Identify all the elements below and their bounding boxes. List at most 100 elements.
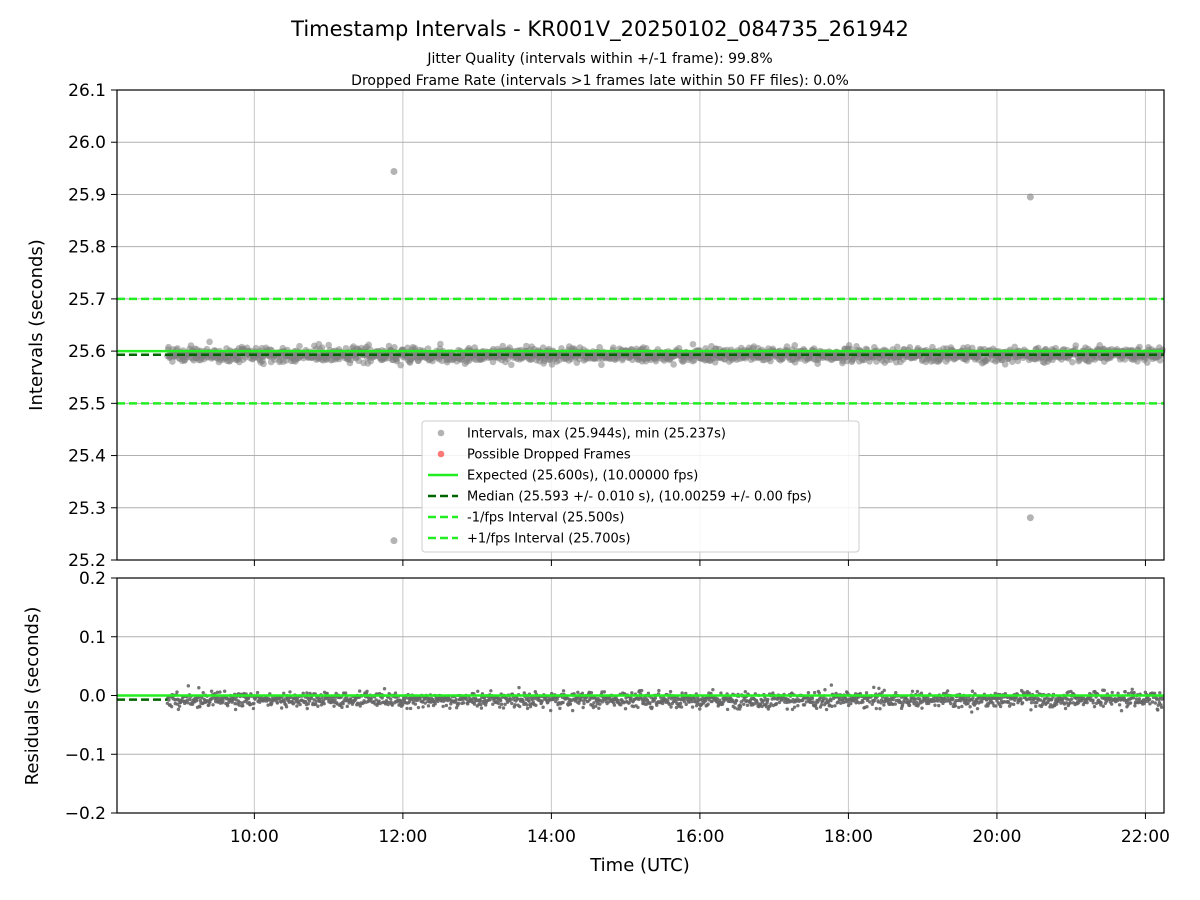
residual-point (345, 704, 349, 709)
residual-point (660, 701, 665, 706)
residual-point (680, 691, 684, 695)
residual-point (971, 696, 975, 700)
residual-point (508, 697, 513, 701)
residual-point (602, 690, 607, 694)
residual-point (1153, 701, 1157, 705)
residual-point (279, 706, 284, 710)
residual-point (579, 698, 583, 702)
residual-point (663, 697, 667, 701)
interval-point (1052, 344, 1060, 352)
residual-point (849, 701, 853, 706)
residual-point (1068, 701, 1073, 705)
residual-point (218, 690, 222, 694)
residual-point (177, 704, 182, 708)
residual-point (600, 690, 604, 694)
residual-point (766, 697, 770, 702)
residual-point (957, 705, 961, 710)
residual-point (893, 702, 897, 706)
residual-point (653, 696, 658, 700)
intervals-y-tick-label: 25.7 (68, 290, 106, 310)
residual-point (251, 706, 256, 711)
residual-point (237, 703, 241, 707)
residual-point (461, 701, 466, 705)
residuals-y-tick-label: −0.2 (65, 804, 106, 824)
residual-point (589, 691, 594, 695)
residual-point (833, 704, 837, 708)
residual-point (197, 686, 201, 690)
residual-point (598, 702, 602, 706)
residual-point (1029, 700, 1034, 705)
residual-point (810, 696, 815, 701)
residual-point (1158, 691, 1162, 695)
residual-point (1085, 700, 1089, 705)
intervals-y-tick-label: 26.1 (68, 81, 106, 101)
residual-point (597, 706, 601, 710)
residual-point (378, 701, 382, 706)
residual-point (176, 707, 181, 712)
residual-point (1159, 705, 1164, 709)
residual-point (534, 703, 538, 707)
residual-point (630, 691, 634, 695)
residual-point (823, 688, 827, 692)
interval-point (296, 342, 303, 350)
residual-point (482, 696, 487, 700)
residual-point (733, 706, 737, 710)
residual-point (802, 703, 807, 707)
residual-point (460, 697, 465, 702)
residual-point (682, 699, 687, 704)
residual-point (390, 703, 394, 707)
residual-point (706, 702, 710, 706)
residual-point (907, 703, 912, 708)
interval-point (894, 343, 901, 351)
residual-point (568, 702, 573, 706)
residual-point (400, 699, 404, 703)
residual-point (999, 696, 1003, 700)
residual-point (332, 704, 336, 708)
residual-point (668, 689, 673, 694)
residual-point (666, 698, 670, 702)
residual-point (266, 703, 270, 707)
residual-point (789, 699, 793, 704)
residual-point (652, 699, 656, 703)
residual-point (829, 698, 833, 703)
residual-point (198, 698, 203, 703)
residual-point (872, 685, 876, 690)
residual-point (1156, 703, 1160, 707)
residual-point (340, 705, 344, 710)
residual-point (1160, 697, 1164, 701)
residual-point (777, 700, 782, 705)
residuals-y-tick-label: −0.1 (65, 745, 106, 765)
residual-point (476, 689, 480, 694)
residual-point (198, 705, 202, 709)
residual-point (593, 704, 598, 708)
residual-point (927, 701, 931, 706)
residual-point (846, 700, 850, 704)
intervals-x-ticks (253, 560, 1146, 566)
residual-point (306, 702, 311, 706)
residual-point (518, 704, 522, 709)
residual-point (291, 702, 296, 706)
residual-point (580, 691, 585, 696)
x-tick-label: 12:00 (378, 827, 427, 847)
residual-point (389, 697, 393, 701)
residual-point (195, 698, 199, 703)
residual-point (1137, 697, 1142, 701)
interval-point (610, 344, 617, 351)
residual-point (878, 707, 882, 711)
residual-point (301, 691, 305, 695)
legend-label-upper-bound: +1/fps Interval (25.700s) (467, 532, 631, 547)
residual-point (175, 690, 179, 694)
residual-point (1006, 700, 1011, 705)
intervals-panel: 25.2 25.3 25.4 25.5 25.6 25.7 25.8 25.9 26.0 26.1… (26, 81, 1166, 571)
residual-point (646, 691, 651, 696)
chart-subtitle-dropped: Dropped Frame Rate (intervals >1 frames … (351, 73, 849, 89)
residual-point (970, 710, 974, 714)
residual-point (525, 703, 529, 707)
residual-point (208, 700, 212, 704)
residual-point (894, 690, 898, 695)
residual-point (1099, 701, 1103, 705)
residual-point (421, 705, 425, 709)
residual-point (876, 700, 881, 704)
residual-point (994, 704, 998, 708)
residual-point (943, 696, 947, 701)
